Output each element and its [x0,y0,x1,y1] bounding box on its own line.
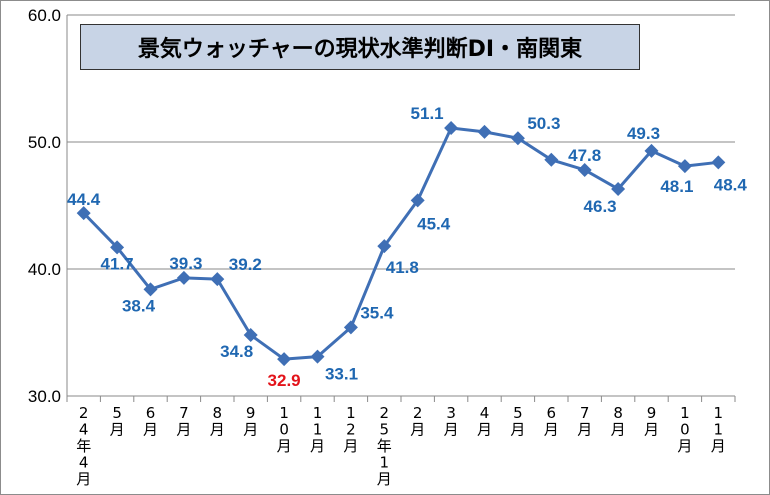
data-label: 45.4 [417,214,451,233]
series-markers [76,121,726,367]
data-label: 50.3 [527,114,560,133]
chart-title: 景気ウォッチャーの現状水準判断DI・南関東 [137,37,583,62]
x-tick-labels: 2 4 年 4 月 5 月 6 月 7 月 8 月 9 月 1 0 月 1 1 月 1 2 月 2 5 年 1 月 2 月 3 月 4 月 5 月 6 月 7… [76,404,726,488]
data-point [377,239,392,254]
y-tick-label: 60.0 [28,6,61,25]
data-label: 41.7 [101,254,134,273]
data-point [577,162,592,177]
data-point [544,152,559,167]
data-label: 33.1 [325,365,358,384]
data-label: 44.4 [67,190,101,209]
data-point [143,282,158,297]
data-point [711,155,726,170]
data-label: 47.8 [568,146,601,165]
data-point [510,131,525,146]
data-point [611,181,626,196]
series-line [82,126,719,361]
data-point [277,352,292,367]
y-tick-label: 30.0 [28,387,61,406]
data-point [176,270,191,285]
data-point [677,159,692,174]
data-label: 41.8 [386,258,419,277]
y-tick-label: 40.0 [28,260,61,279]
data-label: 46.3 [584,197,617,216]
axes [66,15,736,402]
data-point [110,240,125,255]
data-label: 35.4 [360,303,394,322]
data-label: 34.8 [220,342,253,361]
data-label: 48.4 [714,175,748,194]
data-label: 38.4 [122,296,156,315]
series-line [82,126,719,361]
data-label: 39.2 [229,255,262,274]
data-point [243,328,258,343]
data-labels: 44.4 41.7 38.4 39.3 39.2 34.8 32.9 33.1 35.4 41.8… [67,104,747,390]
data-label: 48.1 [660,177,693,196]
data-label: 51.1 [411,104,444,123]
data-point [343,320,358,335]
data-point [444,121,459,136]
data-point [210,272,225,287]
data-label: 32.9 [268,371,301,390]
data-point [644,143,659,158]
gridlines [67,14,735,270]
data-label: 49.3 [627,124,660,143]
data-point [76,206,91,221]
y-tick-label: 50.0 [28,133,61,152]
data-label: 39.3 [169,254,202,273]
data-point [310,349,325,364]
data-point [477,124,492,139]
chart-title-box: 景気ウォッチャーの現状水準判断DI・南関東 [80,24,640,70]
y-tick-labels: 30.0 40.0 50.0 60.0 [28,6,61,406]
data-point [410,193,425,208]
